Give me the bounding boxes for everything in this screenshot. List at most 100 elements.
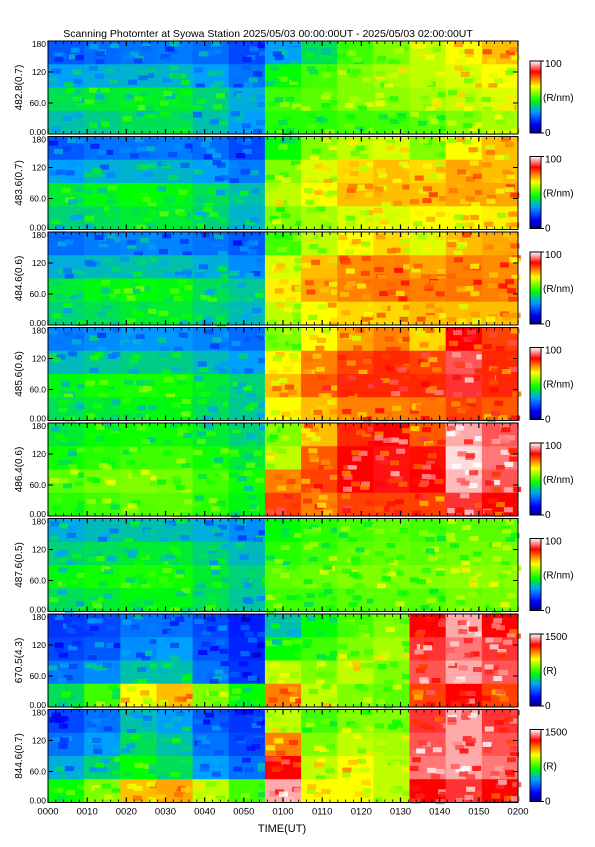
heatmap-speckle bbox=[500, 449, 510, 455]
heatmap-speckle bbox=[66, 339, 76, 345]
heatmap-speckle bbox=[364, 506, 373, 512]
heatmap-speckle bbox=[239, 162, 249, 168]
heatmap-speckle bbox=[509, 629, 519, 635]
heatmap-speckle bbox=[137, 631, 147, 637]
heatmap-speckle bbox=[309, 454, 319, 460]
heatmap-speckle bbox=[90, 355, 100, 361]
heatmap-speckle bbox=[161, 715, 171, 721]
heatmap-speckle bbox=[158, 249, 168, 255]
heatmap-speckle bbox=[279, 172, 289, 178]
heatmap-speckle bbox=[397, 629, 407, 635]
heatmap-speckle bbox=[254, 477, 264, 483]
heatmap-speckle bbox=[505, 222, 515, 228]
heatmap-speckle bbox=[182, 114, 192, 120]
heatmap-speckle bbox=[86, 178, 96, 184]
heatmap-speckle bbox=[291, 47, 301, 53]
heatmap-speckle bbox=[77, 785, 86, 791]
heatmap-speckle bbox=[67, 525, 77, 531]
heatmap-speckle bbox=[223, 401, 233, 407]
heatmap-speckle bbox=[266, 608, 276, 614]
heatmap-speckle bbox=[148, 571, 157, 577]
heatmap-speckle bbox=[498, 727, 508, 733]
heatmap-speckle bbox=[417, 234, 427, 240]
heatmap-speckle bbox=[233, 766, 243, 772]
heatmap-speckle bbox=[498, 434, 508, 440]
heatmap-speckle bbox=[49, 140, 59, 146]
heatmap-speckle bbox=[136, 146, 146, 152]
heatmap-speckle bbox=[321, 263, 331, 269]
heatmap-speckle bbox=[402, 652, 412, 658]
heatmap-speckle bbox=[402, 727, 411, 733]
heatmap-speckle bbox=[130, 749, 140, 755]
heatmap-speckle bbox=[387, 281, 397, 287]
heatmap-speckle bbox=[326, 672, 336, 678]
heatmap-speckle bbox=[69, 111, 79, 117]
heatmap-speckle bbox=[134, 560, 144, 566]
heatmap-speckle bbox=[265, 509, 275, 515]
heatmap-speckle bbox=[253, 128, 263, 134]
heatmap-speckle bbox=[402, 735, 412, 741]
heatmap-speckle bbox=[244, 298, 254, 304]
heatmap-speckle bbox=[329, 474, 339, 480]
heatmap-speckle bbox=[344, 123, 354, 129]
heatmap-speckle bbox=[170, 317, 180, 323]
heatmap-speckle bbox=[293, 265, 303, 271]
heatmap-speckle bbox=[329, 721, 339, 727]
heatmap-speckle bbox=[304, 234, 314, 240]
heatmap-speckle bbox=[274, 97, 284, 103]
heatmap-speckle bbox=[346, 215, 356, 221]
heatmap-speckle bbox=[421, 80, 431, 86]
heatmap-speckle bbox=[280, 520, 290, 526]
heatmap-speckle bbox=[161, 160, 171, 166]
colorbar bbox=[529, 729, 542, 802]
heatmap-speckle bbox=[142, 715, 152, 721]
heatmap-speckle bbox=[450, 764, 460, 770]
heatmap-speckle bbox=[321, 542, 331, 548]
heatmap-speckle bbox=[94, 446, 104, 452]
heatmap-speckle bbox=[322, 48, 332, 54]
heatmap-speckle bbox=[271, 766, 281, 772]
heatmap-speckle bbox=[394, 570, 404, 576]
heatmap-speckle bbox=[384, 83, 394, 89]
heatmap-speckle bbox=[460, 480, 470, 486]
heatmap-speckle bbox=[53, 498, 63, 504]
heatmap-speckle bbox=[388, 478, 398, 484]
heatmap-speckle bbox=[216, 315, 225, 321]
heatmap-speckle bbox=[497, 669, 507, 675]
heatmap-speckle bbox=[95, 435, 105, 441]
heatmap-speckle bbox=[283, 234, 293, 240]
colorbar-min-label: 0 bbox=[545, 510, 551, 521]
heatmap-speckle bbox=[196, 212, 206, 218]
heatmap-speckle bbox=[157, 415, 167, 421]
heatmap-speckle bbox=[329, 633, 339, 639]
heatmap-speckle bbox=[454, 508, 464, 514]
heatmap-speckle bbox=[256, 596, 266, 602]
heatmap-speckle bbox=[51, 126, 61, 132]
heatmap-speckle bbox=[236, 112, 246, 118]
heatmap-speckle bbox=[502, 169, 512, 175]
heatmap-speckle bbox=[58, 427, 68, 433]
heatmap-speckle bbox=[177, 430, 187, 436]
colorbar-min-label: 0 bbox=[545, 606, 551, 617]
heatmap-speckle bbox=[106, 213, 116, 219]
heatmap-speckle bbox=[272, 592, 282, 598]
heatmap-speckle bbox=[427, 453, 437, 459]
heatmap-speckle bbox=[276, 507, 286, 513]
heatmap-speckle bbox=[485, 480, 495, 486]
heatmap-speckle bbox=[193, 389, 203, 395]
heatmap-speckle bbox=[206, 431, 216, 437]
heatmap-speckle bbox=[174, 111, 184, 117]
heatmap-speckle bbox=[277, 49, 287, 55]
heatmap-speckle bbox=[246, 393, 256, 399]
heatmap-speckle bbox=[122, 619, 132, 625]
heatmap-speckle bbox=[228, 604, 238, 610]
heatmap-speckle bbox=[208, 406, 218, 412]
heatmap-speckle bbox=[193, 760, 203, 766]
heatmap-speckle bbox=[247, 440, 257, 446]
heatmap-speckle bbox=[121, 650, 131, 656]
heatmap-speckle bbox=[101, 533, 111, 539]
heatmap-speckle bbox=[306, 593, 316, 599]
heatmap-speckle bbox=[112, 327, 122, 333]
heatmap-speckle bbox=[291, 160, 300, 166]
heatmap-speckle bbox=[293, 630, 303, 636]
